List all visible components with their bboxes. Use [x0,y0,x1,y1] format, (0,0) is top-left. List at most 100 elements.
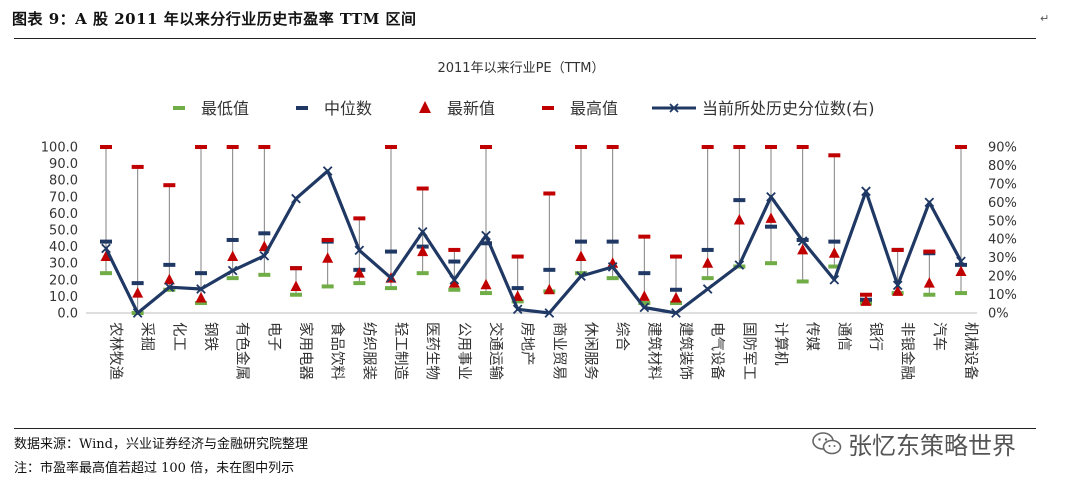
category-label: 通信 [835,322,852,351]
legend-label: 最低值 [201,99,249,118]
legend-swatch [296,106,308,110]
category-label: 建筑材料 [645,322,662,380]
max-marker [796,145,809,149]
min-marker [353,281,366,286]
percentile-point [227,265,238,276]
chart-legend: 最低值 中位数 最新值 最高值 当前所处历史分位数(右) [173,99,875,118]
max-marker [733,145,746,149]
right-tick-label: 10% [988,288,1017,303]
category-label: 化工 [170,322,187,351]
right-tick-label: 0% [988,307,1009,322]
latest-marker [195,292,207,303]
footnote: 注：市盈率最高值若超过 100 倍，未在图中列示 [14,461,295,476]
max-marker [258,145,271,149]
max-marker [226,145,239,149]
left-tick-label: 20.0 [49,273,78,288]
max-marker [765,145,777,149]
median-marker [955,262,967,267]
latest-marker [733,214,745,225]
median-marker [765,224,777,229]
percentile-point [322,166,333,176]
max-marker [385,145,397,149]
legend-item: 当前所处历史分位数(右) [652,99,875,118]
median-marker [480,241,492,246]
min-marker [385,286,397,291]
chart-axes: 0.010.020.030.040.050.060.070.080.090.01… [41,141,1017,322]
percentile-point [576,271,586,281]
percentile-point [291,193,301,204]
latest-marker [860,295,872,306]
median-marker [511,286,524,291]
median-marker [195,271,207,276]
right-tick-label: 70% [988,177,1017,192]
top-rule [14,38,1036,39]
category-labels: 农林牧渔 采掘 化工 钢铁 有色金属 电子 家用电器 食品饮料 纺织服装 轻工制造 医药生物 公用事业… [107,322,979,380]
category-label: 钢铁 [202,322,219,351]
max-marker [955,145,967,149]
latest-marker [923,277,935,288]
percentile-point [924,197,935,208]
left-tick-label: 90.0 [49,157,78,172]
legend-label: 最新值 [447,99,495,118]
category-label: 建筑装饰 [677,322,694,380]
category-label: 食品饮料 [329,322,346,380]
percentile-point [544,308,555,318]
percentile-point [671,308,681,318]
watermark-text: 张忆东策略世界 [848,432,1016,460]
percentile-series-line [104,169,963,315]
median-marker [385,249,397,254]
category-label: 非银金融 [899,322,916,380]
min-marker [765,261,777,266]
median-marker [226,237,239,242]
category-label: 轻工制造 [392,322,409,380]
min-marker [480,291,492,296]
category-label: 家用电器 [297,322,314,380]
percentile-point [164,282,175,293]
percentile-point [386,273,396,283]
right-tick-label: 40% [988,233,1017,248]
max-marker [131,164,144,169]
right-tick-label: 50% [988,214,1017,229]
min-marker [416,271,429,276]
legend-swatch [419,101,431,113]
latest-marker [322,252,334,263]
category-label: 电子 [265,322,282,351]
percentile-point [861,186,871,197]
min-marker [163,287,176,292]
percentile-point [354,245,365,256]
max-marker [321,237,334,242]
min-marker [828,264,841,269]
latest-marker [132,287,144,298]
min-marker [226,276,239,281]
min-marker [511,299,524,304]
percentile-line [101,166,966,318]
category-label: 计算机 [772,322,789,366]
max-marker [543,191,556,196]
watermark: 张忆东策略世界 [812,426,1016,461]
percentile-point [639,302,650,313]
median-marker [100,239,112,244]
max-marker [100,145,112,149]
min-marker [290,292,302,297]
left-tick-label: 0.0 [57,307,78,322]
legend-item: 中位数 [296,99,372,118]
bottom-rule [14,428,1036,429]
max-marker [575,145,587,149]
latest-marker [797,243,809,255]
category-label: 交通运输 [487,322,505,380]
right-tick-label: 90% [988,141,1017,156]
min-marker [670,301,682,306]
legend-item: 最新值 [419,99,495,118]
category-label: 医药生物 [424,322,441,380]
median-marker [733,198,746,203]
category-label: 纺织服装 [360,322,377,380]
right-tick-label: 60% [988,196,1017,211]
left-tick-label: 100.0 [41,141,78,156]
legend-item: 最高值 [542,99,618,118]
max-marker [511,254,524,259]
category-label: 传媒 [804,322,821,351]
left-tick-label: 70.0 [49,190,78,205]
max-marker [923,249,936,254]
max-marker [448,247,461,252]
